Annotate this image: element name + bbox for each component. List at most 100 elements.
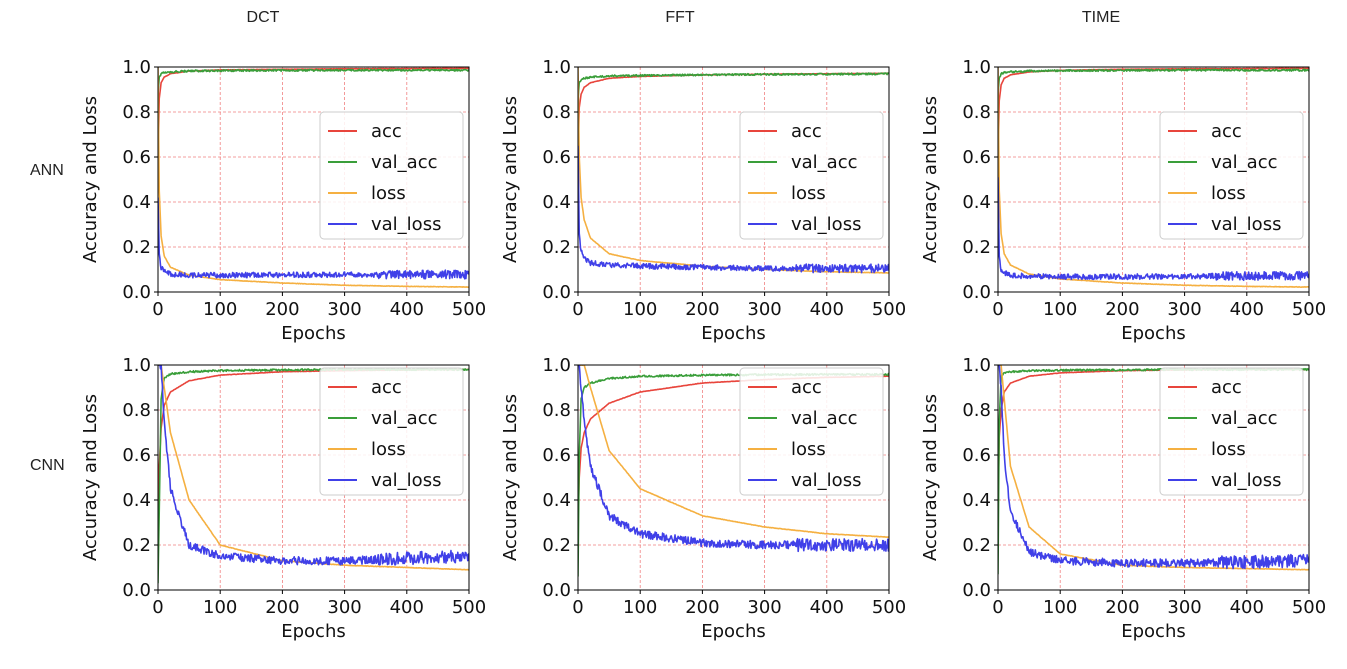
legend-label-val-loss: val_loss <box>1211 214 1281 235</box>
x-tick-label: 500 <box>452 299 486 320</box>
x-tick-label: 400 <box>1230 597 1264 618</box>
x-tick-label: 100 <box>623 299 657 320</box>
y-tick-label: 1.0 <box>962 57 991 78</box>
plot-frame <box>577 364 890 591</box>
x-axis-label: Epochs <box>701 621 766 642</box>
y-tick-label: 0.2 <box>962 237 991 258</box>
legend-label-acc: acc <box>791 121 822 142</box>
legend-label-val-loss: val_loss <box>791 470 861 491</box>
series-val-acc-line <box>998 68 1309 95</box>
y-tick-label: 0.4 <box>962 490 991 511</box>
series-loss-line <box>998 365 1309 571</box>
x-tick-label: 100 <box>1043 597 1077 618</box>
plot-frame <box>157 364 470 591</box>
plot-frame <box>997 66 1310 293</box>
x-tick-label: 0 <box>992 299 1003 320</box>
legend-label-loss: loss <box>791 439 826 460</box>
x-tick-label: 300 <box>327 597 361 618</box>
y-tick-label: 0.4 <box>542 490 571 511</box>
y-tick-label: 0.0 <box>542 580 571 601</box>
x-tick-label: 300 <box>747 299 781 320</box>
y-tick-label: 0.0 <box>122 580 151 601</box>
y-tick-label: 0.4 <box>122 490 151 511</box>
legend-box <box>319 111 464 240</box>
series-val-loss-line <box>158 365 469 566</box>
panel-ann-time: 0 100 200 300 400 500 0.0 0.2 0.4 0.6 0.8 1.0 Epochs… <box>920 57 1326 344</box>
x-tick-label: 0 <box>992 597 1003 618</box>
y-tick-label: 1.0 <box>542 355 571 376</box>
tick-labels: 0 100 200 300 400 500 0.0 0.2 0.4 0.6 0.8 1.0 <box>122 355 486 618</box>
x-tick-label: 300 <box>327 299 361 320</box>
series-val-loss-line <box>578 145 889 274</box>
series-acc-line <box>158 67 469 169</box>
y-tick-label: 0.4 <box>962 192 991 213</box>
x-tick-label: 0 <box>152 299 163 320</box>
panel-cnn-fft: 0 100 200 300 400 500 0.0 0.2 0.4 0.6 0.8 1.0 Epochs… <box>500 355 906 642</box>
series-lines <box>158 67 469 289</box>
y-tick-label: 0.2 <box>542 237 571 258</box>
y-tick-label: 0.8 <box>122 400 151 421</box>
y-tick-label: 0.8 <box>962 400 991 421</box>
y-tick-label: 0.2 <box>542 535 571 556</box>
x-tick-label: 100 <box>203 597 237 618</box>
y-tick-label: 0.2 <box>122 535 151 556</box>
legend-box <box>739 367 884 496</box>
plot-frame <box>157 66 470 293</box>
x-tick-label: 0 <box>572 299 583 320</box>
series-lines <box>578 67 889 274</box>
legend-label-val-acc: val_acc <box>1211 152 1278 173</box>
legend-box <box>1159 367 1304 496</box>
y-tick-label: 0.8 <box>542 102 571 123</box>
y-tick-label: 0.0 <box>962 580 991 601</box>
legend-label-val-loss: val_loss <box>791 214 861 235</box>
legend-label-val-acc: val_acc <box>1211 408 1278 429</box>
y-tick-label: 0.8 <box>122 102 151 123</box>
column-title-dct: DCT <box>247 9 280 26</box>
row-label-cnn: CNN <box>30 457 65 474</box>
x-axis-label: Epochs <box>701 323 766 344</box>
legend-label-val-loss: val_loss <box>1211 470 1281 491</box>
y-axis-label: Accuracy and Loss <box>80 394 101 561</box>
x-tick-label: 400 <box>1230 299 1264 320</box>
legend-label-loss: loss <box>371 439 406 460</box>
legend-label-acc: acc <box>371 377 402 398</box>
legend-box <box>319 367 464 496</box>
x-tick-label: 500 <box>1292 299 1326 320</box>
x-tick-label: 200 <box>265 597 299 618</box>
series-val-loss-line <box>578 365 889 553</box>
x-tick-label: 200 <box>1105 597 1139 618</box>
legend-label-val-loss: val_loss <box>371 470 441 491</box>
x-tick-label: 0 <box>152 597 163 618</box>
plot-frame <box>997 364 1310 591</box>
x-tick-label: 400 <box>390 299 424 320</box>
y-tick-label: 0.6 <box>962 445 991 466</box>
y-tick-label: 1.0 <box>962 355 991 376</box>
y-axis-label: Accuracy and Loss <box>80 96 101 263</box>
y-tick-label: 0.8 <box>962 102 991 123</box>
column-title-time: TIME <box>1082 9 1120 26</box>
legend-label-acc: acc <box>371 121 402 142</box>
y-tick-label: 0.2 <box>122 237 151 258</box>
x-tick-label: 200 <box>265 299 299 320</box>
legend-label-val-acc: val_acc <box>791 152 858 173</box>
series-lines <box>998 67 1309 288</box>
legend-box <box>739 111 884 240</box>
legend-label-val-acc: val_acc <box>791 408 858 429</box>
legend-label-val-acc: val_acc <box>371 408 438 429</box>
x-axis-label: Epochs <box>281 621 346 642</box>
series-val-acc-line <box>578 72 889 101</box>
panel-cnn-time: 0 100 200 300 400 500 0.0 0.2 0.4 0.6 0.8 1.0 Epochs… <box>920 355 1326 642</box>
legend-label-loss: loss <box>1211 183 1246 204</box>
series-val-acc-line <box>158 68 469 95</box>
series-val-loss-line <box>998 365 1309 570</box>
x-tick-label: 200 <box>1105 299 1139 320</box>
legend-label-acc: acc <box>1211 121 1242 142</box>
y-tick-label: 0.6 <box>962 147 991 168</box>
y-tick-label: 0.6 <box>542 445 571 466</box>
plot-frame <box>577 66 890 293</box>
tick-labels: 0 100 200 300 400 500 0.0 0.2 0.4 0.6 0.8 1.0 <box>962 355 1326 618</box>
